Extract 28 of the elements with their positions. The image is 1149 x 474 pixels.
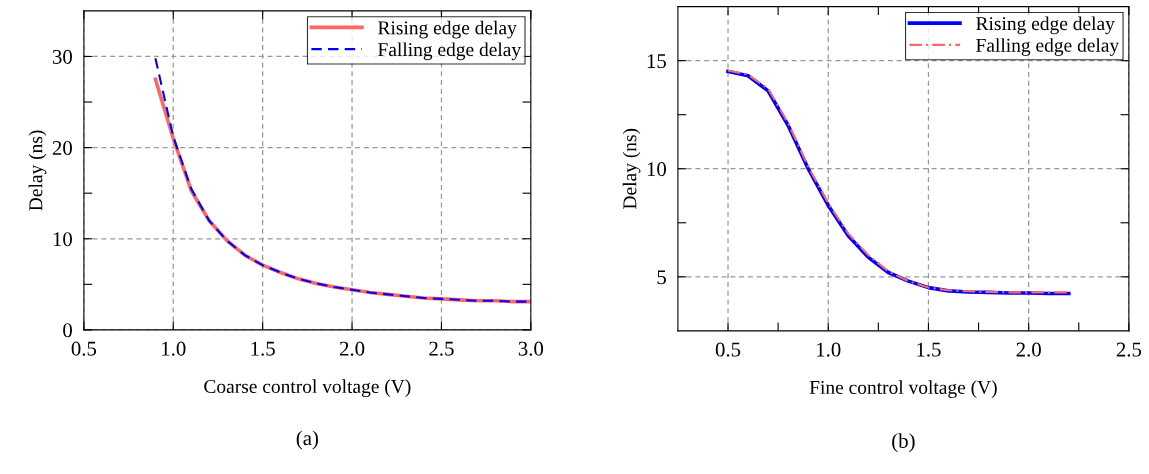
x-tick-label: 1.0 bbox=[817, 342, 841, 357]
x-tick-label: 1.5 bbox=[917, 342, 941, 357]
x-tick-label: 0.5 bbox=[71, 341, 97, 356]
x-tick-label: 2.5 bbox=[1116, 342, 1142, 357]
y-axis-title: Delay (ns) bbox=[28, 130, 47, 211]
y-tick-label: 15 bbox=[647, 54, 666, 69]
x-axis-title: Fine control voltage (V) bbox=[809, 380, 997, 398]
x-tick-label: 2.5 bbox=[429, 341, 454, 356]
legend-label: Rising edge delay bbox=[378, 20, 517, 39]
y-tick-label: 10 bbox=[53, 232, 72, 247]
x-axis-title: Coarse control voltage (V) bbox=[204, 379, 411, 398]
x-tick-label: 0.5 bbox=[715, 342, 741, 357]
y-axis-title: Delay (ns) bbox=[622, 128, 641, 209]
x-tick-label: 3.0 bbox=[518, 341, 544, 356]
y-tick-label: 5 bbox=[657, 270, 666, 285]
y-tick-label: 0 bbox=[63, 323, 72, 338]
x-tick-label: 2.0 bbox=[1016, 342, 1041, 357]
legend-label: Rising edge delay bbox=[976, 16, 1115, 35]
y-tick-label: 30 bbox=[52, 49, 72, 64]
x-tick-label: 2.0 bbox=[339, 341, 365, 356]
x-tick-label: 1.0 bbox=[162, 341, 186, 356]
legend-label: Falling edge delay bbox=[378, 42, 522, 61]
y-tick-label: 20 bbox=[52, 140, 72, 156]
text: (b) bbox=[892, 433, 915, 453]
text: (a) bbox=[296, 430, 318, 450]
x-tick-label: 1.5 bbox=[251, 341, 275, 356]
y-tick-label: 10 bbox=[647, 162, 666, 177]
legend-label: Falling edge delay bbox=[976, 38, 1120, 56]
